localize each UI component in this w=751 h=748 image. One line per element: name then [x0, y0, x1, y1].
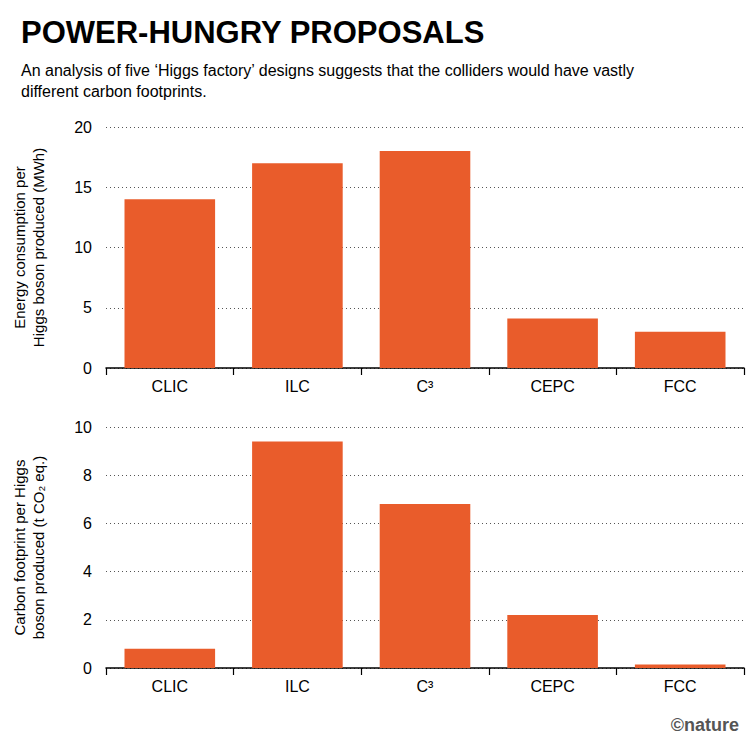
svg-text:0: 0 — [83, 660, 92, 677]
svg-text:2: 2 — [83, 611, 92, 628]
svg-text:4: 4 — [83, 563, 92, 580]
svg-text:10: 10 — [74, 419, 92, 436]
svg-text:CLIC: CLIC — [152, 678, 188, 695]
svg-text:CEPC: CEPC — [530, 678, 574, 695]
svg-text:20: 20 — [74, 119, 92, 136]
svg-text:Energy consumption per: Energy consumption per — [11, 166, 28, 329]
svg-text:different carbon footprints.: different carbon footprints. — [21, 83, 207, 100]
svg-text:C³: C³ — [417, 378, 435, 395]
svg-text:©nature: ©nature — [671, 715, 739, 735]
svg-text:ILC: ILC — [285, 678, 310, 695]
svg-text:8: 8 — [83, 467, 92, 484]
svg-text:6: 6 — [83, 515, 92, 532]
svg-text:Higgs boson produced (MWh): Higgs boson produced (MWh) — [30, 148, 47, 347]
svg-text:CLIC: CLIC — [152, 378, 188, 395]
svg-text:15: 15 — [74, 179, 92, 196]
svg-text:10: 10 — [74, 239, 92, 256]
svg-text:boson produced (t CO₂ eq.): boson produced (t CO₂ eq.) — [30, 456, 47, 639]
svg-text:5: 5 — [83, 299, 92, 316]
svg-text:POWER-HUNGRY PROPOSALS: POWER-HUNGRY PROPOSALS — [21, 15, 484, 50]
svg-text:FCC: FCC — [664, 378, 697, 395]
svg-text:Carbon footprint per Higgs: Carbon footprint per Higgs — [11, 460, 28, 636]
svg-text:CEPC: CEPC — [530, 378, 574, 395]
svg-text:C³: C³ — [417, 678, 435, 695]
svg-text:An analysis of five ‘Higgs fac: An analysis of five ‘Higgs factory’ desi… — [21, 62, 639, 79]
svg-text:ILC: ILC — [285, 378, 310, 395]
svg-text:0: 0 — [83, 360, 92, 377]
svg-text:FCC: FCC — [664, 678, 697, 695]
